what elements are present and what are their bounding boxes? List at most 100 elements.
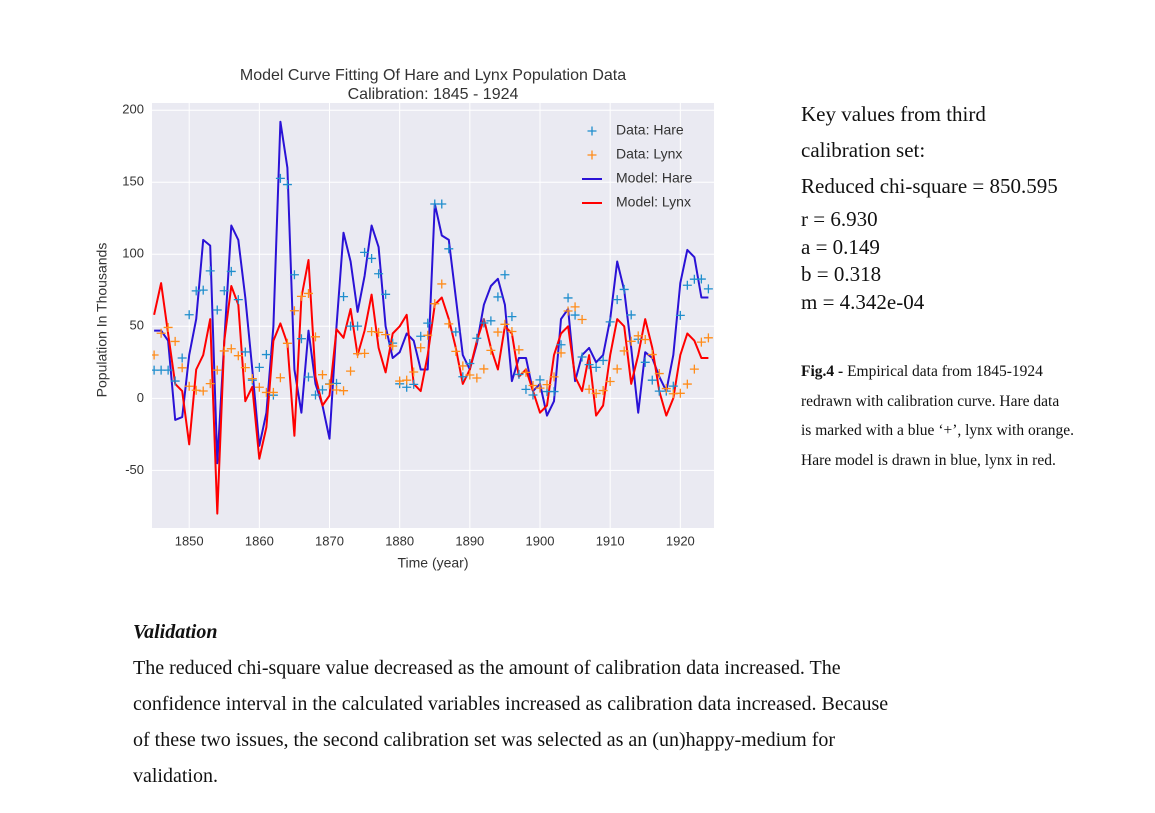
x-tick-label: 1910 (596, 533, 625, 548)
x-tick-label: 1880 (385, 533, 414, 548)
data-point (156, 328, 166, 338)
data-point (465, 370, 475, 380)
key-value: b = 0.318 (801, 262, 882, 286)
data-point (472, 373, 482, 383)
key-value: a = 0.149 (801, 234, 880, 259)
data-point (668, 381, 678, 391)
data-point (152, 350, 159, 360)
data-point (177, 353, 187, 363)
data-point (339, 386, 349, 396)
data-point (479, 364, 489, 374)
data-point (640, 357, 650, 367)
data-point (233, 351, 243, 361)
data-point (689, 364, 699, 374)
x-tick-label: 1920 (666, 533, 695, 548)
data-point (170, 336, 180, 346)
x-tick-label: 1850 (175, 533, 204, 548)
data-point (170, 376, 180, 386)
data-point (500, 319, 510, 329)
data-point (254, 362, 264, 372)
caption-label: Fig.4 - (801, 363, 844, 380)
data-point (198, 285, 208, 295)
data-point (339, 292, 349, 302)
chart-title: Model Curve Fitting Of Hare and Lynx Pop… (240, 67, 626, 84)
data-point (612, 295, 622, 305)
validation-section: Validation The reduced chi-square value … (133, 614, 1083, 794)
data-point (388, 341, 398, 351)
data-point (261, 350, 271, 360)
data-point (423, 330, 433, 340)
data-point (647, 350, 657, 360)
key-value: m = 4.342e-04 (801, 289, 925, 314)
paragraph-line: confidence interval in the calculated va… (133, 693, 889, 715)
data-point (310, 390, 320, 400)
data-point (458, 372, 468, 382)
data-point (549, 387, 559, 397)
data-point (219, 286, 229, 296)
caption-line: Hare model is drawn in blue, lynx in red… (801, 446, 1141, 476)
y-tick-label: 0 (137, 390, 144, 405)
data-point (212, 305, 222, 315)
data-point (647, 375, 657, 385)
data-point (465, 358, 475, 368)
data-point (233, 295, 243, 305)
legend-label: Model: Lynx (616, 194, 691, 210)
data-point (416, 331, 426, 341)
data-point (675, 388, 685, 398)
data-point (374, 269, 384, 279)
data-point (409, 367, 419, 377)
data-point (458, 361, 468, 371)
data-point (317, 370, 327, 380)
data-point (296, 334, 306, 344)
data-point (367, 253, 377, 263)
data-point (240, 363, 250, 373)
key-value: Reduced chi-square = 850.595 (801, 174, 1058, 198)
data-point (430, 299, 440, 309)
data-point (240, 347, 250, 357)
data-point (289, 270, 299, 280)
model-line (153, 259, 709, 515)
data-point (303, 372, 313, 382)
data-point (303, 288, 313, 298)
data-point (317, 385, 327, 395)
data-point (184, 381, 194, 391)
data-point (654, 369, 664, 379)
data-point (325, 379, 335, 389)
x-tick-label: 1890 (455, 533, 484, 548)
data-point (521, 367, 531, 377)
data-point (402, 375, 412, 385)
data-point (626, 310, 636, 320)
caption-line: is marked with a blue ‘+’, lynx with ora… (801, 416, 1141, 446)
data-point (598, 355, 608, 365)
data-point (205, 379, 215, 389)
paragraph-line: The reduced chi-square value decreased a… (133, 657, 841, 679)
data-point (226, 344, 236, 354)
data-point (493, 327, 503, 337)
data-point (633, 331, 643, 341)
data-point (486, 316, 496, 326)
data-point (696, 274, 706, 284)
data-point (619, 284, 629, 294)
y-tick-label: 50 (130, 318, 144, 333)
y-tick-label: 100 (122, 246, 144, 261)
data-point (563, 293, 573, 303)
caption-line: Fig.4 - Empirical data from 1845-1924 (801, 357, 1141, 387)
data-point (605, 317, 615, 327)
data-point (282, 338, 292, 348)
data-point (247, 374, 257, 384)
data-point (409, 379, 419, 389)
model-line (154, 120, 709, 465)
data-point (268, 387, 278, 397)
data-point (282, 180, 292, 190)
data-point (205, 266, 215, 276)
data-point (556, 348, 566, 358)
data-point (640, 335, 650, 345)
x-tick-label: 1870 (315, 533, 344, 548)
data-point (254, 382, 264, 392)
data-point (219, 346, 229, 356)
data-point (521, 384, 531, 394)
data-point (703, 284, 713, 294)
legend-label: Model: Hare (616, 170, 692, 186)
data-point (612, 364, 622, 374)
